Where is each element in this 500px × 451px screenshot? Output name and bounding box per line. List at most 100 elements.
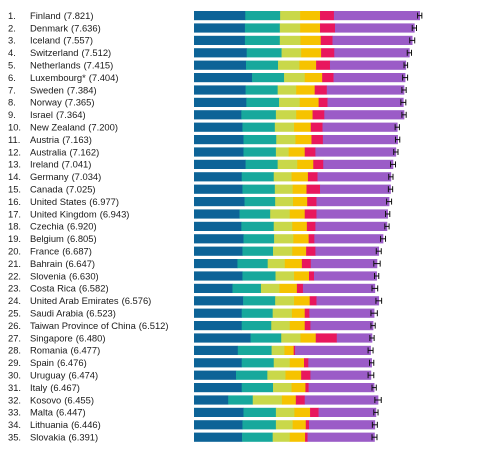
bar-segment — [244, 35, 281, 45]
country-name: Sweden — [30, 84, 64, 95]
score-value: (7.557) — [63, 35, 93, 46]
country-label: Taiwan Province of China (6.512) — [30, 320, 169, 331]
bar-segment — [310, 407, 319, 417]
bar-segment — [320, 184, 391, 194]
country-label: Sweden (7.384) — [30, 84, 97, 95]
bar-segment — [292, 184, 307, 194]
bar-segment — [194, 221, 242, 231]
rank-label: 24. — [8, 295, 21, 306]
bar-segment — [242, 271, 276, 281]
bar-segment — [275, 197, 294, 207]
bar-segment — [315, 147, 397, 157]
bar-segment — [273, 221, 293, 231]
country-name: Romania — [30, 345, 68, 356]
country-name: Germany — [30, 171, 69, 182]
bar-segment — [244, 197, 276, 207]
bar-segment — [311, 135, 324, 145]
score-value: (6.476) — [57, 357, 87, 368]
country-label: Spain (6.476) — [30, 357, 87, 368]
rank-label: 22. — [8, 270, 21, 281]
rank-label: 35. — [8, 432, 21, 443]
ci-whisker — [411, 25, 417, 31]
score-value: (7.034) — [72, 171, 102, 182]
bar-segment — [243, 147, 277, 157]
country-name: Costa Rica — [30, 283, 77, 294]
ci-whisker — [375, 248, 382, 255]
bar-segment — [305, 432, 308, 442]
bar-segment — [320, 35, 333, 45]
bar-segment — [194, 420, 243, 430]
ci-whisker — [386, 198, 393, 205]
stacked-bars — [194, 11, 421, 442]
ci-whisker — [417, 12, 423, 19]
bar-segment — [289, 358, 305, 368]
bar-segment — [242, 122, 276, 132]
bar-segment — [194, 147, 244, 157]
country-name: Taiwan Province of China — [30, 320, 137, 331]
bar-segment — [315, 333, 338, 343]
country-label: Switzerland (7.512) — [30, 47, 111, 58]
ci-whisker — [369, 335, 375, 341]
rank-label: 25. — [8, 308, 21, 319]
country-name: Singapore — [30, 332, 73, 343]
bar-segment — [304, 358, 309, 368]
rank-label: 12. — [8, 146, 21, 157]
score-value: (7.404) — [89, 72, 119, 83]
bar-segment — [241, 383, 274, 393]
bar-segment — [241, 221, 275, 231]
country-label: United Kingdom (6.943) — [30, 208, 129, 219]
bar-segment — [271, 321, 291, 331]
bar-segment — [327, 97, 404, 107]
bar-segment — [306, 221, 316, 231]
bar-segment — [241, 172, 275, 182]
bar-segment — [304, 395, 379, 405]
bar-segment — [246, 48, 282, 58]
ci-whisker — [401, 111, 407, 118]
rank-label: 2. — [8, 22, 16, 33]
country-label: Slovenia (6.630) — [30, 270, 99, 281]
country-label: Saudi Arabia (6.523) — [30, 308, 116, 319]
score-value: (7.025) — [66, 184, 96, 195]
country-label: Belgium (6.805) — [30, 233, 97, 244]
bar-segment — [273, 358, 291, 368]
country-label: France (6.687) — [30, 246, 92, 257]
ci-whisker — [390, 161, 396, 168]
bar-segment — [194, 60, 247, 70]
bar-segment — [323, 159, 394, 169]
bar-segment — [322, 122, 398, 132]
score-value: (6.447) — [56, 407, 86, 418]
bar-segment — [332, 35, 413, 45]
bar-segment — [291, 308, 306, 318]
country-label: Malta (6.447) — [30, 407, 86, 418]
bar-segment — [322, 135, 398, 145]
country-name: Switzerland — [30, 47, 78, 58]
bar-segment — [314, 85, 328, 95]
bar-segment — [274, 122, 295, 132]
confidence-intervals — [367, 12, 423, 441]
rank-label: 30. — [8, 370, 21, 381]
country-label: Austria (7.163) — [30, 134, 92, 145]
bar-segment — [242, 432, 273, 442]
bar-segment — [317, 172, 392, 182]
bar-segment — [194, 246, 243, 256]
score-value: (6.647) — [65, 258, 95, 269]
bar-segment — [320, 23, 336, 33]
bar-segment — [333, 73, 406, 83]
country-name: Netherlands — [30, 60, 81, 71]
country-label: United Arab Emirates (6.576) — [30, 295, 151, 306]
bar-segment — [279, 283, 298, 293]
bar-segment — [294, 122, 312, 132]
rank-label: 26. — [8, 320, 21, 331]
score-value: (7.364) — [56, 109, 86, 120]
rank-label: 28. — [8, 345, 21, 356]
ci-whisker — [370, 322, 376, 329]
ci-whisker — [384, 223, 390, 230]
bar-segment — [237, 345, 272, 355]
bar-segment — [279, 35, 301, 45]
score-value: (6.480) — [76, 332, 106, 343]
country-label: Singapore (6.480) — [30, 332, 105, 343]
bar-segment — [316, 60, 331, 70]
bar-segment — [194, 35, 246, 45]
ci-whisker — [385, 211, 391, 217]
bar-segment — [284, 73, 306, 83]
